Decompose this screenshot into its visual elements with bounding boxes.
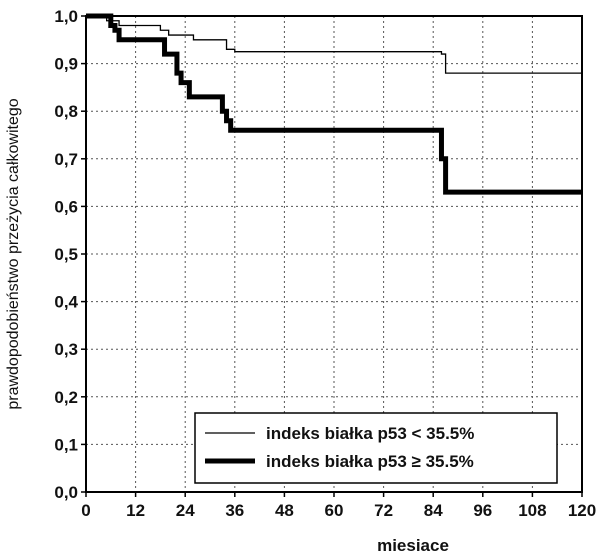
legend-label-thin: indeks białka p53 < 35.5% — [266, 424, 474, 443]
series-line-thin — [86, 15, 582, 74]
y-tick-label: 0,9 — [54, 55, 78, 74]
x-tick-label: 72 — [374, 501, 393, 520]
legend-label-thick: indeks białka p53 ≥ 35.5% — [266, 452, 474, 471]
y-tick-label: 0,2 — [54, 388, 78, 407]
series-line-thick — [86, 13, 582, 195]
x-tick-label: 96 — [473, 501, 492, 520]
y-tick-label: 0,7 — [54, 150, 78, 169]
y-tick-label: 0,6 — [54, 197, 78, 216]
x-tick-label: 84 — [424, 501, 443, 520]
y-axis-title: prawdopodobieństwo przeżycia całkowitego — [5, 98, 22, 409]
y-tick-label: 0,0 — [54, 483, 78, 502]
x-axis-ticks: 0 12 24 36 48 60 72 84 96 108 120 — [81, 492, 596, 520]
x-axis-title: miesiace — [377, 536, 449, 551]
x-tick-label: 60 — [325, 501, 344, 520]
y-tick-label: 1,0 — [54, 7, 78, 26]
y-tick-label: 0,5 — [54, 245, 78, 264]
x-tick-label: 12 — [126, 501, 145, 520]
y-axis-ticks: 0,0 0,1 0,2 0,3 0,4 0,5 0,6 0,7 0,8 0,9 1,0 — [54, 7, 86, 502]
y-tick-label: 0,3 — [54, 340, 78, 359]
x-tick-label: 36 — [225, 501, 244, 520]
legend: indeks białka p53 < 35.5% indeks białka … — [194, 412, 558, 484]
y-tick-label: 0,8 — [54, 102, 78, 121]
legend-box — [194, 412, 558, 484]
x-tick-label: 108 — [518, 501, 546, 520]
series-group — [86, 13, 582, 195]
y-tick-label: 0,4 — [54, 293, 78, 312]
y-tick-label: 0,1 — [54, 435, 78, 454]
x-tick-label: 24 — [176, 501, 195, 520]
x-tick-label: 0 — [81, 501, 90, 520]
x-tick-label: 120 — [568, 501, 596, 520]
x-tick-label: 48 — [275, 501, 294, 520]
